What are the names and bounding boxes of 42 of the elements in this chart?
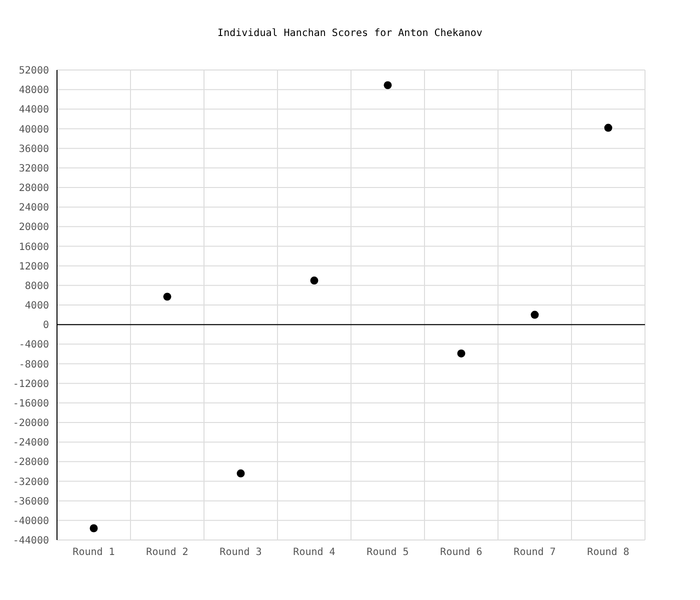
y-tick-label: -20000 [12,418,49,430]
x-tick-label: Round 5 [366,547,409,558]
x-tick-label: Round 3 [220,547,262,558]
x-tick-label: Round 6 [440,547,482,558]
x-tick-label: Round 4 [293,547,336,558]
y-tick-label: -28000 [12,457,49,468]
y-tick-label: -8000 [18,359,49,370]
y-tick-label: -16000 [12,398,49,410]
point [163,292,172,301]
x-tick-label: Round 7 [514,547,556,558]
x-tick-label: Round 1 [72,547,115,558]
x-tick-label: Round 2 [146,547,188,558]
point [530,310,539,319]
point [457,349,466,358]
y-tick-label: 48000 [18,85,49,96]
y-tick-label: 0 [42,320,49,332]
x-tick-label: Round 8 [587,547,630,558]
point [604,124,612,132]
y-tick-label: -32000 [12,476,49,488]
y-tick-label: 52000 [18,66,49,77]
point [236,469,245,478]
y-tick-label: -40000 [12,516,49,527]
y-tick-label: 24000 [18,202,49,214]
point [90,524,98,532]
y-tick-label: 36000 [18,144,49,155]
point [384,81,392,90]
y-tick-label: -36000 [12,496,49,508]
y-tick-label: 4000 [24,300,49,312]
y-tick-label: 12000 [18,261,49,272]
y-tick-label: -12000 [12,378,49,390]
y-tick-label: -24000 [12,438,49,449]
chart-title: Individual Hanchan Scores for Anton Chekanov [216,28,484,39]
y-tick-label: 40000 [18,124,49,136]
y-tick-label: 44000 [18,104,49,116]
y-tick-label: 8000 [24,280,49,292]
point [310,276,318,284]
y-tick-label: 28000 [18,183,49,194]
y-tick-label: 20000 [18,222,49,234]
y-tick-label: 16000 [18,242,49,253]
y-tick-label: 32000 [18,163,49,174]
y-tick-label: -4000 [18,340,49,351]
y-tick-label: -44000 [12,536,49,547]
